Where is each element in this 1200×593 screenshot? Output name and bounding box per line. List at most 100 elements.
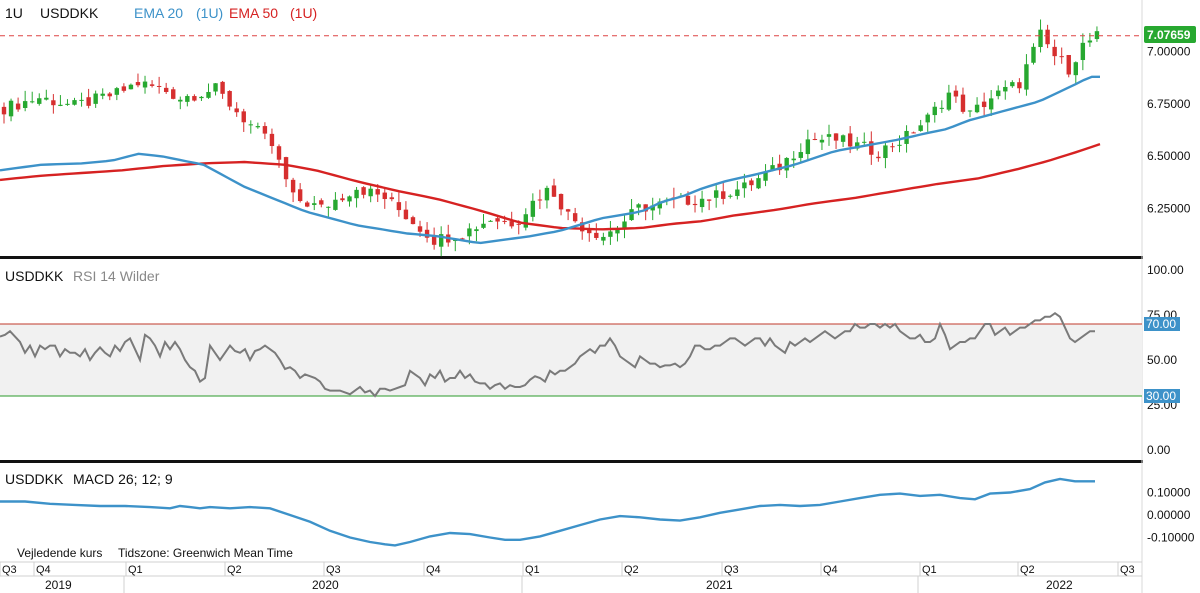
rsi-30-tag: 30.00: [1144, 389, 1180, 403]
candle: [241, 108, 246, 132]
time-axis: Q3 Q4 Q1 Q2 Q3 Q4 Q1 Q2 Q3 Q4 Q1 Q2 Q3: [0, 562, 1135, 576]
candle: [819, 134, 825, 151]
quarter-label: Q2: [227, 564, 242, 576]
candle: [297, 183, 303, 203]
candle: [163, 82, 169, 94]
candle: [93, 90, 98, 108]
candle: [523, 208, 528, 231]
price-tick-label: 6.50000: [1147, 149, 1191, 163]
candle: [565, 208, 571, 221]
candle: [918, 119, 923, 132]
candle: [763, 164, 768, 187]
year-label: 2022: [1046, 578, 1073, 592]
candle: [431, 227, 437, 250]
candle: [396, 192, 402, 217]
candle: [650, 197, 655, 221]
candle: [629, 198, 634, 221]
candle: [544, 185, 550, 209]
ema20-legend-interval: (1U): [196, 5, 223, 21]
candle: [798, 143, 803, 164]
candle: [735, 181, 740, 200]
rsi-30-badge: [1144, 389, 1180, 403]
price-tick-label: 6.75000: [1147, 97, 1191, 111]
candle: [361, 186, 366, 199]
quarter-label: Q1: [525, 564, 540, 576]
candle: [996, 85, 1001, 100]
candle: [269, 128, 275, 154]
candle: [967, 110, 973, 118]
candle: [981, 92, 987, 118]
candle: [248, 120, 253, 134]
candle: [601, 232, 606, 246]
candle: [37, 93, 42, 106]
quarter-label: Q3: [2, 564, 17, 576]
candle: [474, 226, 479, 242]
candle: [347, 195, 352, 207]
candle: [65, 99, 70, 106]
quarter-label: Q3: [724, 564, 739, 576]
candle: [128, 83, 134, 90]
candle: [305, 200, 310, 208]
candle: [1, 102, 7, 124]
rsi-symbol: USDDKK: [5, 268, 64, 284]
candle: [354, 186, 359, 208]
quarter-label: Q4: [36, 564, 51, 576]
candle: [1017, 78, 1022, 94]
candle: [1066, 54, 1071, 78]
candle: [206, 83, 211, 99]
candle: [171, 86, 176, 100]
candle: [890, 142, 895, 153]
candle: [403, 201, 409, 220]
panel-separator: [0, 256, 1143, 259]
candle: [368, 184, 373, 203]
quarter-label: Q3: [326, 564, 341, 576]
candle: [72, 97, 77, 106]
candle: [1052, 39, 1057, 66]
candle: [953, 85, 959, 103]
candle: [925, 112, 930, 132]
candle: [946, 84, 952, 112]
candle: [622, 213, 627, 239]
macd-symbol: USDDKK: [5, 471, 64, 487]
quarter-label: Q2: [1020, 564, 1035, 576]
quarter-label: Q1: [922, 564, 937, 576]
rsi-band: [0, 324, 1142, 396]
candle: [988, 90, 994, 116]
macd-axis: -0.10000 0.00000 0.10000: [1147, 486, 1195, 545]
candle: [594, 223, 599, 241]
candle: [840, 134, 846, 148]
candle: [8, 98, 14, 122]
candle: [121, 83, 127, 93]
candle: [1073, 61, 1078, 85]
rsi-30-value: 30.00: [1146, 389, 1176, 403]
candle: [340, 193, 345, 202]
candle: [192, 94, 197, 102]
candle: [537, 189, 543, 209]
candle: [319, 198, 324, 208]
macd-tick-label: -0.10000: [1147, 531, 1195, 545]
candle: [643, 204, 648, 221]
quarter-label: Q4: [426, 564, 441, 576]
candle: [488, 220, 493, 222]
candle: [290, 177, 296, 203]
macd-tick-label: 0.10000: [1147, 486, 1191, 500]
candle: [713, 184, 719, 208]
candle: [1003, 80, 1008, 100]
candle: [481, 214, 486, 229]
candle: [326, 206, 331, 217]
rsi-tick-label: 0.00: [1147, 443, 1171, 457]
ema20-line: [0, 75, 1100, 245]
candle: [932, 102, 937, 123]
candle: [185, 94, 190, 107]
candle: [149, 80, 155, 88]
candle: [283, 156, 289, 188]
candle: [636, 203, 641, 216]
candle: [199, 96, 204, 102]
candle: [1094, 26, 1100, 42]
ema20-legend: EMA 20: [134, 5, 183, 21]
candle: [135, 73, 141, 88]
candle: [756, 173, 761, 190]
price-tick-label: 6.25000: [1147, 201, 1191, 215]
